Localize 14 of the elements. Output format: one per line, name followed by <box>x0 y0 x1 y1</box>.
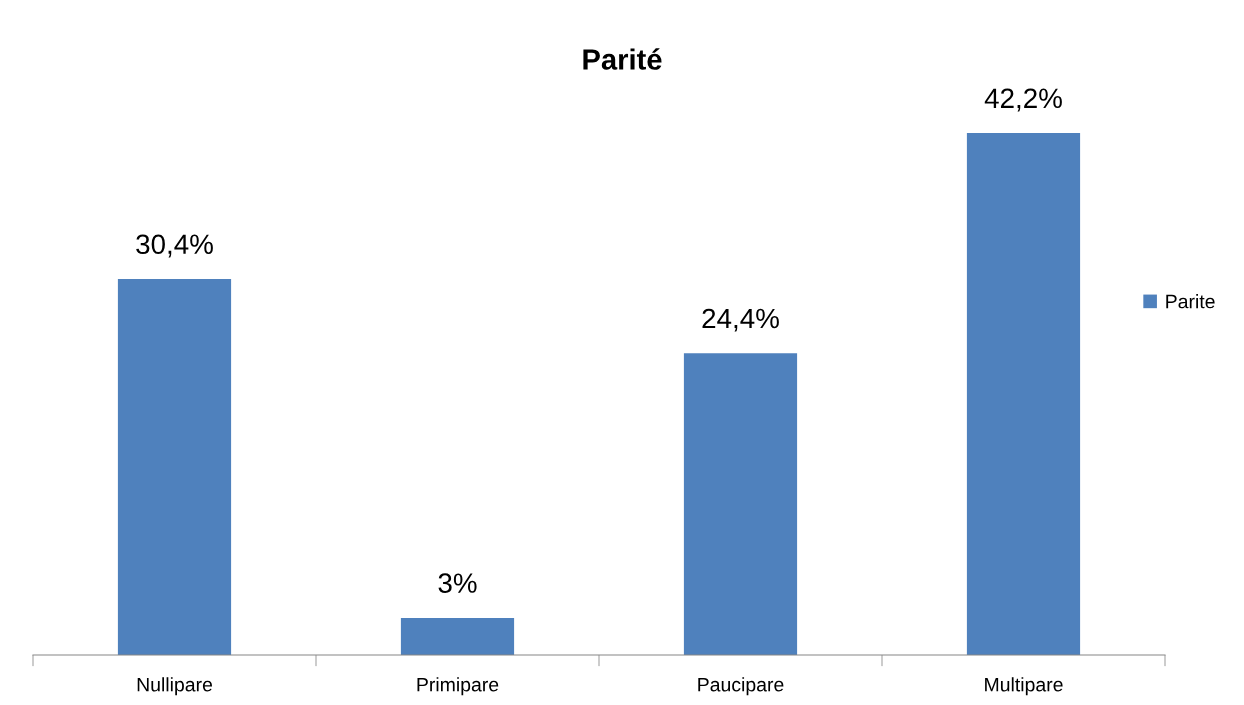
chart-title: Parité <box>583 48 662 70</box>
data-label: 24,4% <box>702 308 779 332</box>
data-label: 42,2% <box>984 88 1062 112</box>
legend-label: Parite <box>1166 294 1215 309</box>
bar <box>117 279 232 655</box>
x-tick-label: Multipare <box>985 677 1063 696</box>
bar <box>683 353 798 655</box>
x-tick-label: Paucipare <box>698 677 784 696</box>
bar <box>400 617 515 655</box>
x-tick-label: Nullipare <box>137 677 212 696</box>
data-label: 30,4% <box>136 234 213 258</box>
bar <box>966 133 1081 655</box>
data-label: 3% <box>438 573 477 593</box>
x-tick-label: Primipare <box>417 677 499 696</box>
